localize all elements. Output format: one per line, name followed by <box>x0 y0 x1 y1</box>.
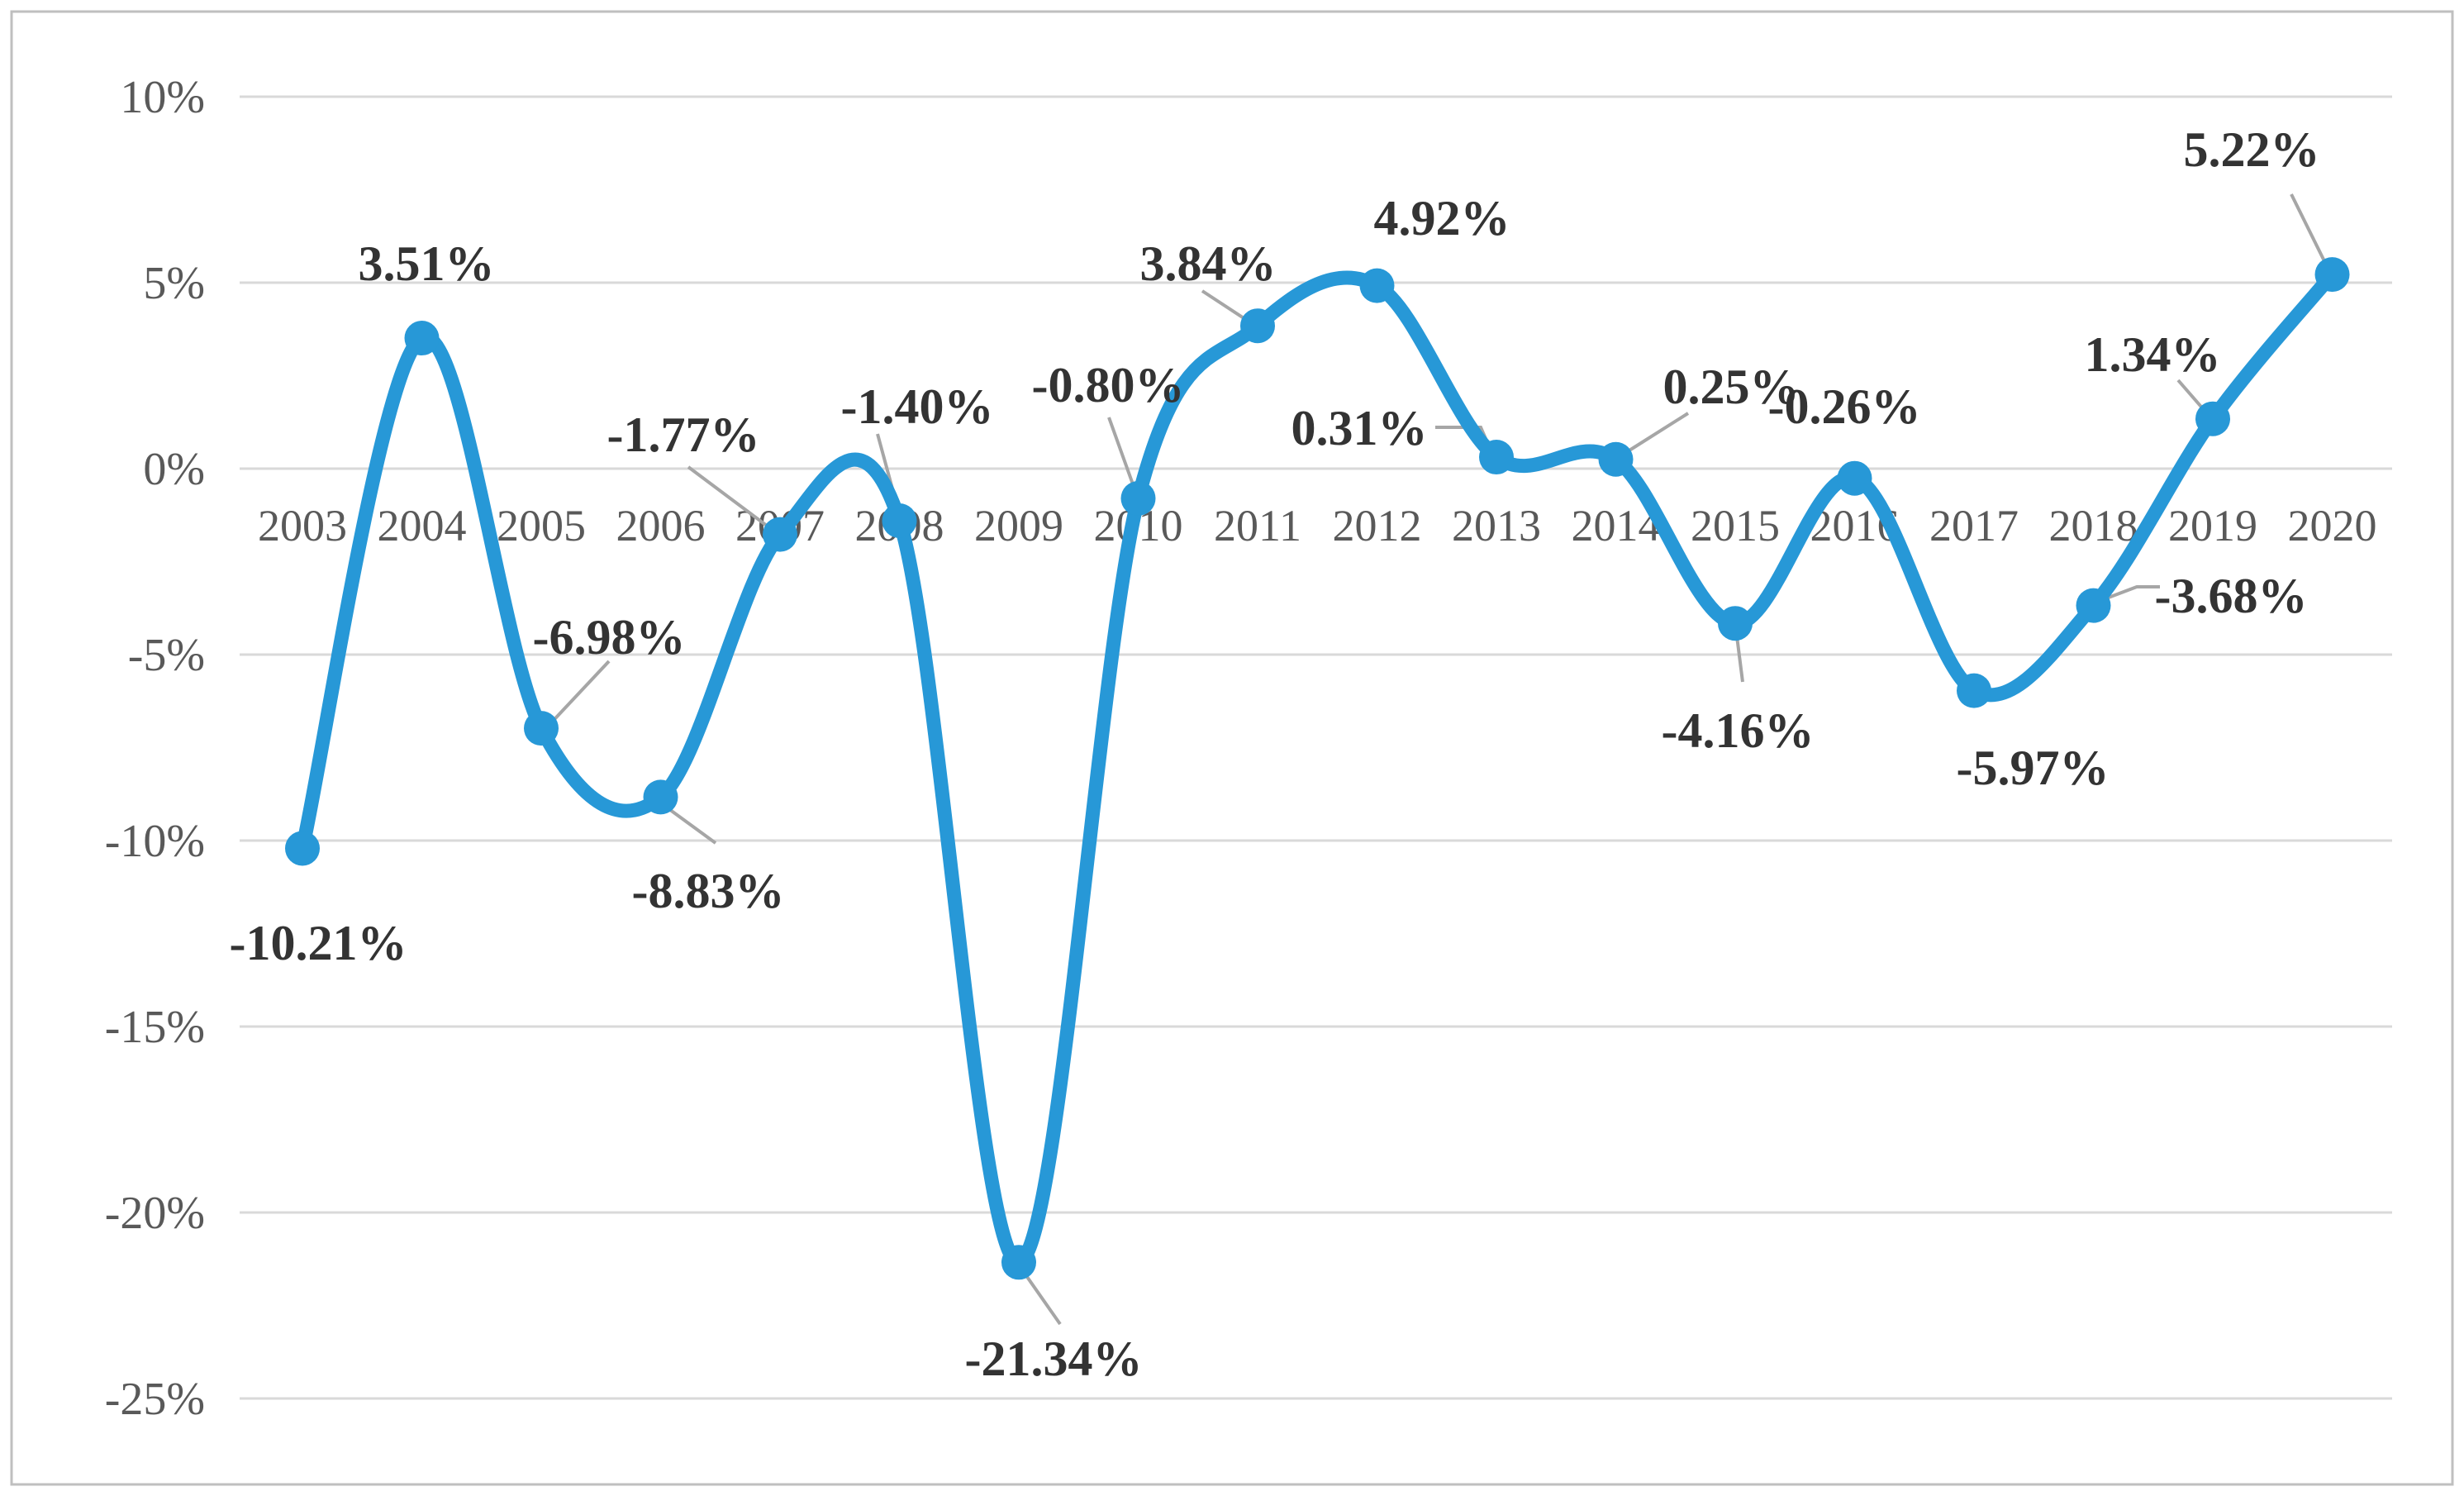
x-tick-2005: 2005 <box>497 501 586 550</box>
data-point-2004 <box>404 321 440 356</box>
x-tick-2003: 2003 <box>258 501 347 550</box>
y-tick--25%: -25% <box>105 1374 205 1425</box>
leader-line-2006 <box>662 803 717 845</box>
chart-frame <box>10 10 2454 1486</box>
data-series-line <box>295 267 2339 1270</box>
leader-line-2014 <box>1624 412 1690 455</box>
data-label-2020: 5.22% <box>2184 122 2320 177</box>
data-point-2020 <box>2314 257 2350 293</box>
leader-line-2005 <box>544 660 611 731</box>
data-point-2011 <box>1240 308 1275 344</box>
data-point-2003 <box>285 831 320 866</box>
y-tick-10%: 10% <box>120 72 205 123</box>
data-label-2011: 3.84% <box>1140 236 1277 291</box>
x-tick-2013: 2013 <box>1452 501 1541 550</box>
leader-line-2010 <box>1107 417 1138 494</box>
data-label-2003: -10.21% <box>230 916 407 970</box>
data-label-2005: -6.98% <box>533 610 686 665</box>
data-point-2007 <box>763 517 797 552</box>
x-tick-2009: 2009 <box>974 501 1063 550</box>
y-tick-5%: 5% <box>143 258 205 309</box>
x-tick-2011: 2011 <box>1214 501 1301 550</box>
data-point-2009 <box>1001 1245 1036 1280</box>
data-point-2012 <box>1359 268 1395 303</box>
data-point-2013 <box>1479 440 1514 475</box>
data-label-2014: 0.25% <box>1663 360 1800 414</box>
data-label-2019: 1.34% <box>2085 327 2221 382</box>
leader-line-2018 <box>2105 585 2160 600</box>
data-label-2017: -5.97% <box>1957 741 2110 795</box>
y-tick--20%: -20% <box>105 1188 205 1239</box>
x-tick-2015: 2015 <box>1691 501 1780 550</box>
x-tick-2020: 2020 <box>2288 501 2377 550</box>
data-point-2008 <box>882 503 917 538</box>
y-tick--15%: -15% <box>105 1002 205 1053</box>
y-tick--10%: -10% <box>105 816 205 867</box>
y-tick--5%: -5% <box>128 630 205 681</box>
x-tick-2017: 2017 <box>1929 501 2019 550</box>
data-label-2016: -0.26% <box>1768 379 1921 434</box>
data-label-2010: -0.80% <box>1032 358 1185 412</box>
data-point-2006 <box>643 779 678 815</box>
leader-line-2009 <box>1024 1273 1062 1326</box>
data-label-2015: -4.16% <box>1662 703 1815 758</box>
data-point-2017 <box>1957 673 1991 708</box>
data-label-2013: 0.31% <box>1291 401 1428 455</box>
data-point-2010 <box>1120 481 1156 516</box>
leader-line-2020 <box>2290 193 2330 270</box>
data-point-2015 <box>1718 606 1753 641</box>
data-point-2018 <box>2076 588 2111 623</box>
data-label-2006: -8.83% <box>632 864 785 918</box>
data-label-2008: -1.40% <box>841 379 994 434</box>
data-label-2018: -3.68% <box>2155 569 2308 623</box>
data-point-2014 <box>1598 441 1634 477</box>
leader-line-2007 <box>687 465 775 532</box>
data-point-2019 <box>2195 401 2230 436</box>
x-tick-2019: 2019 <box>2168 501 2257 550</box>
data-label-2012: 4.92% <box>1374 191 1510 245</box>
x-tick-2012: 2012 <box>1333 501 1422 550</box>
y-tick-0%: 0% <box>143 444 205 495</box>
data-point-2005 <box>524 711 559 746</box>
data-label-2007: -1.77% <box>607 407 760 462</box>
data-label-2004: 3.51% <box>359 236 495 291</box>
data-label-2009: -21.34% <box>965 1332 1143 1386</box>
x-tick-2006: 2006 <box>616 501 706 550</box>
x-tick-2004: 2004 <box>378 501 467 550</box>
x-tick-2018: 2018 <box>2049 501 2138 550</box>
data-point-2016 <box>1837 460 1872 496</box>
